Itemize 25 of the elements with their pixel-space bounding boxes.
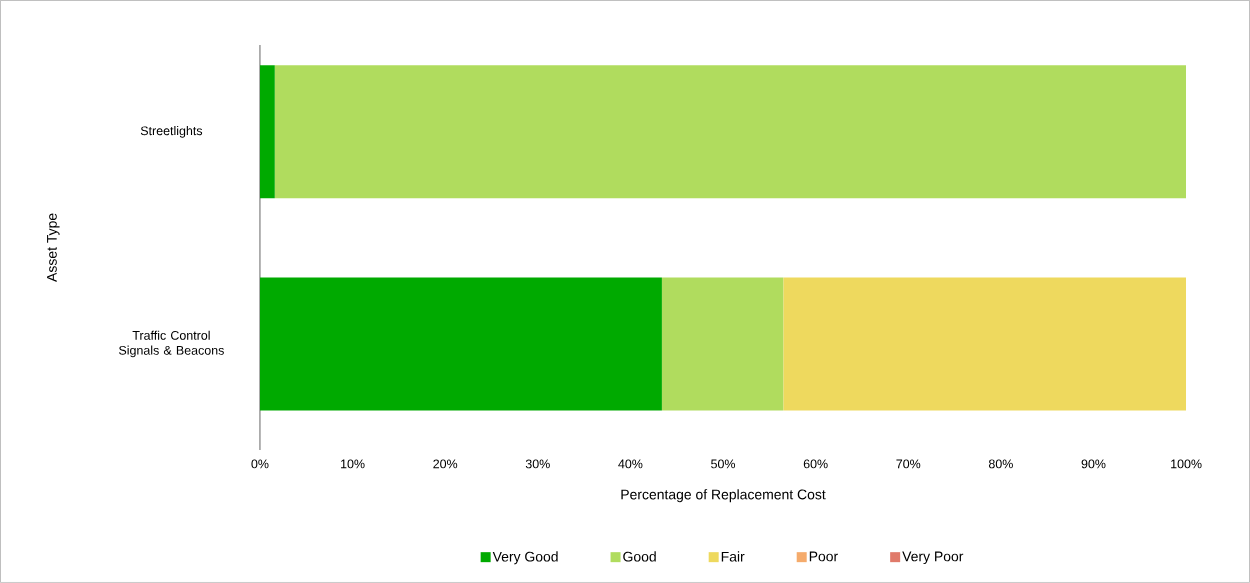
x-tick-label: 70% (896, 459, 921, 469)
bar (661, 277, 784, 411)
bar (259, 65, 275, 199)
bar (274, 65, 1187, 199)
x-tick-label: 80% (988, 459, 1013, 469)
bar (259, 277, 662, 411)
x-tick-label: 50% (711, 459, 736, 469)
x-tick-label: 90% (1081, 459, 1106, 469)
x-tick-label: 30% (525, 459, 550, 469)
x-tick-label: 40% (618, 459, 643, 469)
x-tick-label: 20% (433, 459, 458, 469)
x-tick-label: 10% (341, 459, 365, 469)
legend-label: Very Good (492, 551, 558, 565)
legend-label: Fair (721, 551, 745, 562)
x-tick-label: 0% (251, 459, 269, 469)
legend-label: Very Poor (902, 551, 964, 565)
x-tick-label: 60% (803, 459, 828, 469)
x-tick-label: 100% (1171, 459, 1202, 469)
legend-label: Good (623, 551, 656, 562)
bar (783, 277, 1187, 411)
y-tick-label: Traffic Control Signals & Beacons (119, 330, 224, 358)
legend-label: Poor (809, 551, 838, 562)
y-axis-title: Asset Type (47, 213, 60, 282)
y-tick-label: Streetlights (140, 126, 203, 138)
x-axis-title: Percentage of Replacement Cost (621, 489, 826, 503)
